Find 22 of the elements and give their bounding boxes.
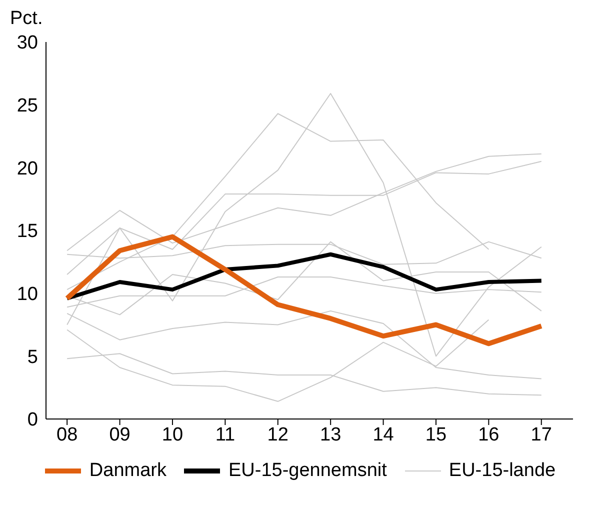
x-tick-label: 09 [109,424,130,446]
x-tick-label: 17 [530,424,552,446]
y-tick-label: 15 [16,221,38,242]
y-tick-label: 0 [27,410,38,431]
legend-label: EU-15-gennemsnit [228,460,387,482]
y-tick-label: 25 [16,96,38,117]
y-tick-label: 30 [16,32,38,54]
x-tick-label: 10 [162,424,184,446]
legend-label: Danmark [89,460,166,482]
x-tick-label: 14 [372,424,394,446]
x-tick-label: 12 [267,424,288,446]
x-tick-label: 08 [56,424,78,446]
y-tick-label: 5 [27,346,38,368]
y-tick-label: 20 [16,158,38,180]
legend-label: EU-15-lande [448,460,556,482]
x-tick-label: 16 [478,424,500,446]
y-axis-title: Pct. [9,8,44,30]
x-tick-label: 13 [320,424,342,446]
x-tick-label: 15 [425,424,447,446]
x-tick-label: 11 [215,424,236,446]
line-series [65,252,544,300]
y-tick-label: 10 [16,284,38,306]
